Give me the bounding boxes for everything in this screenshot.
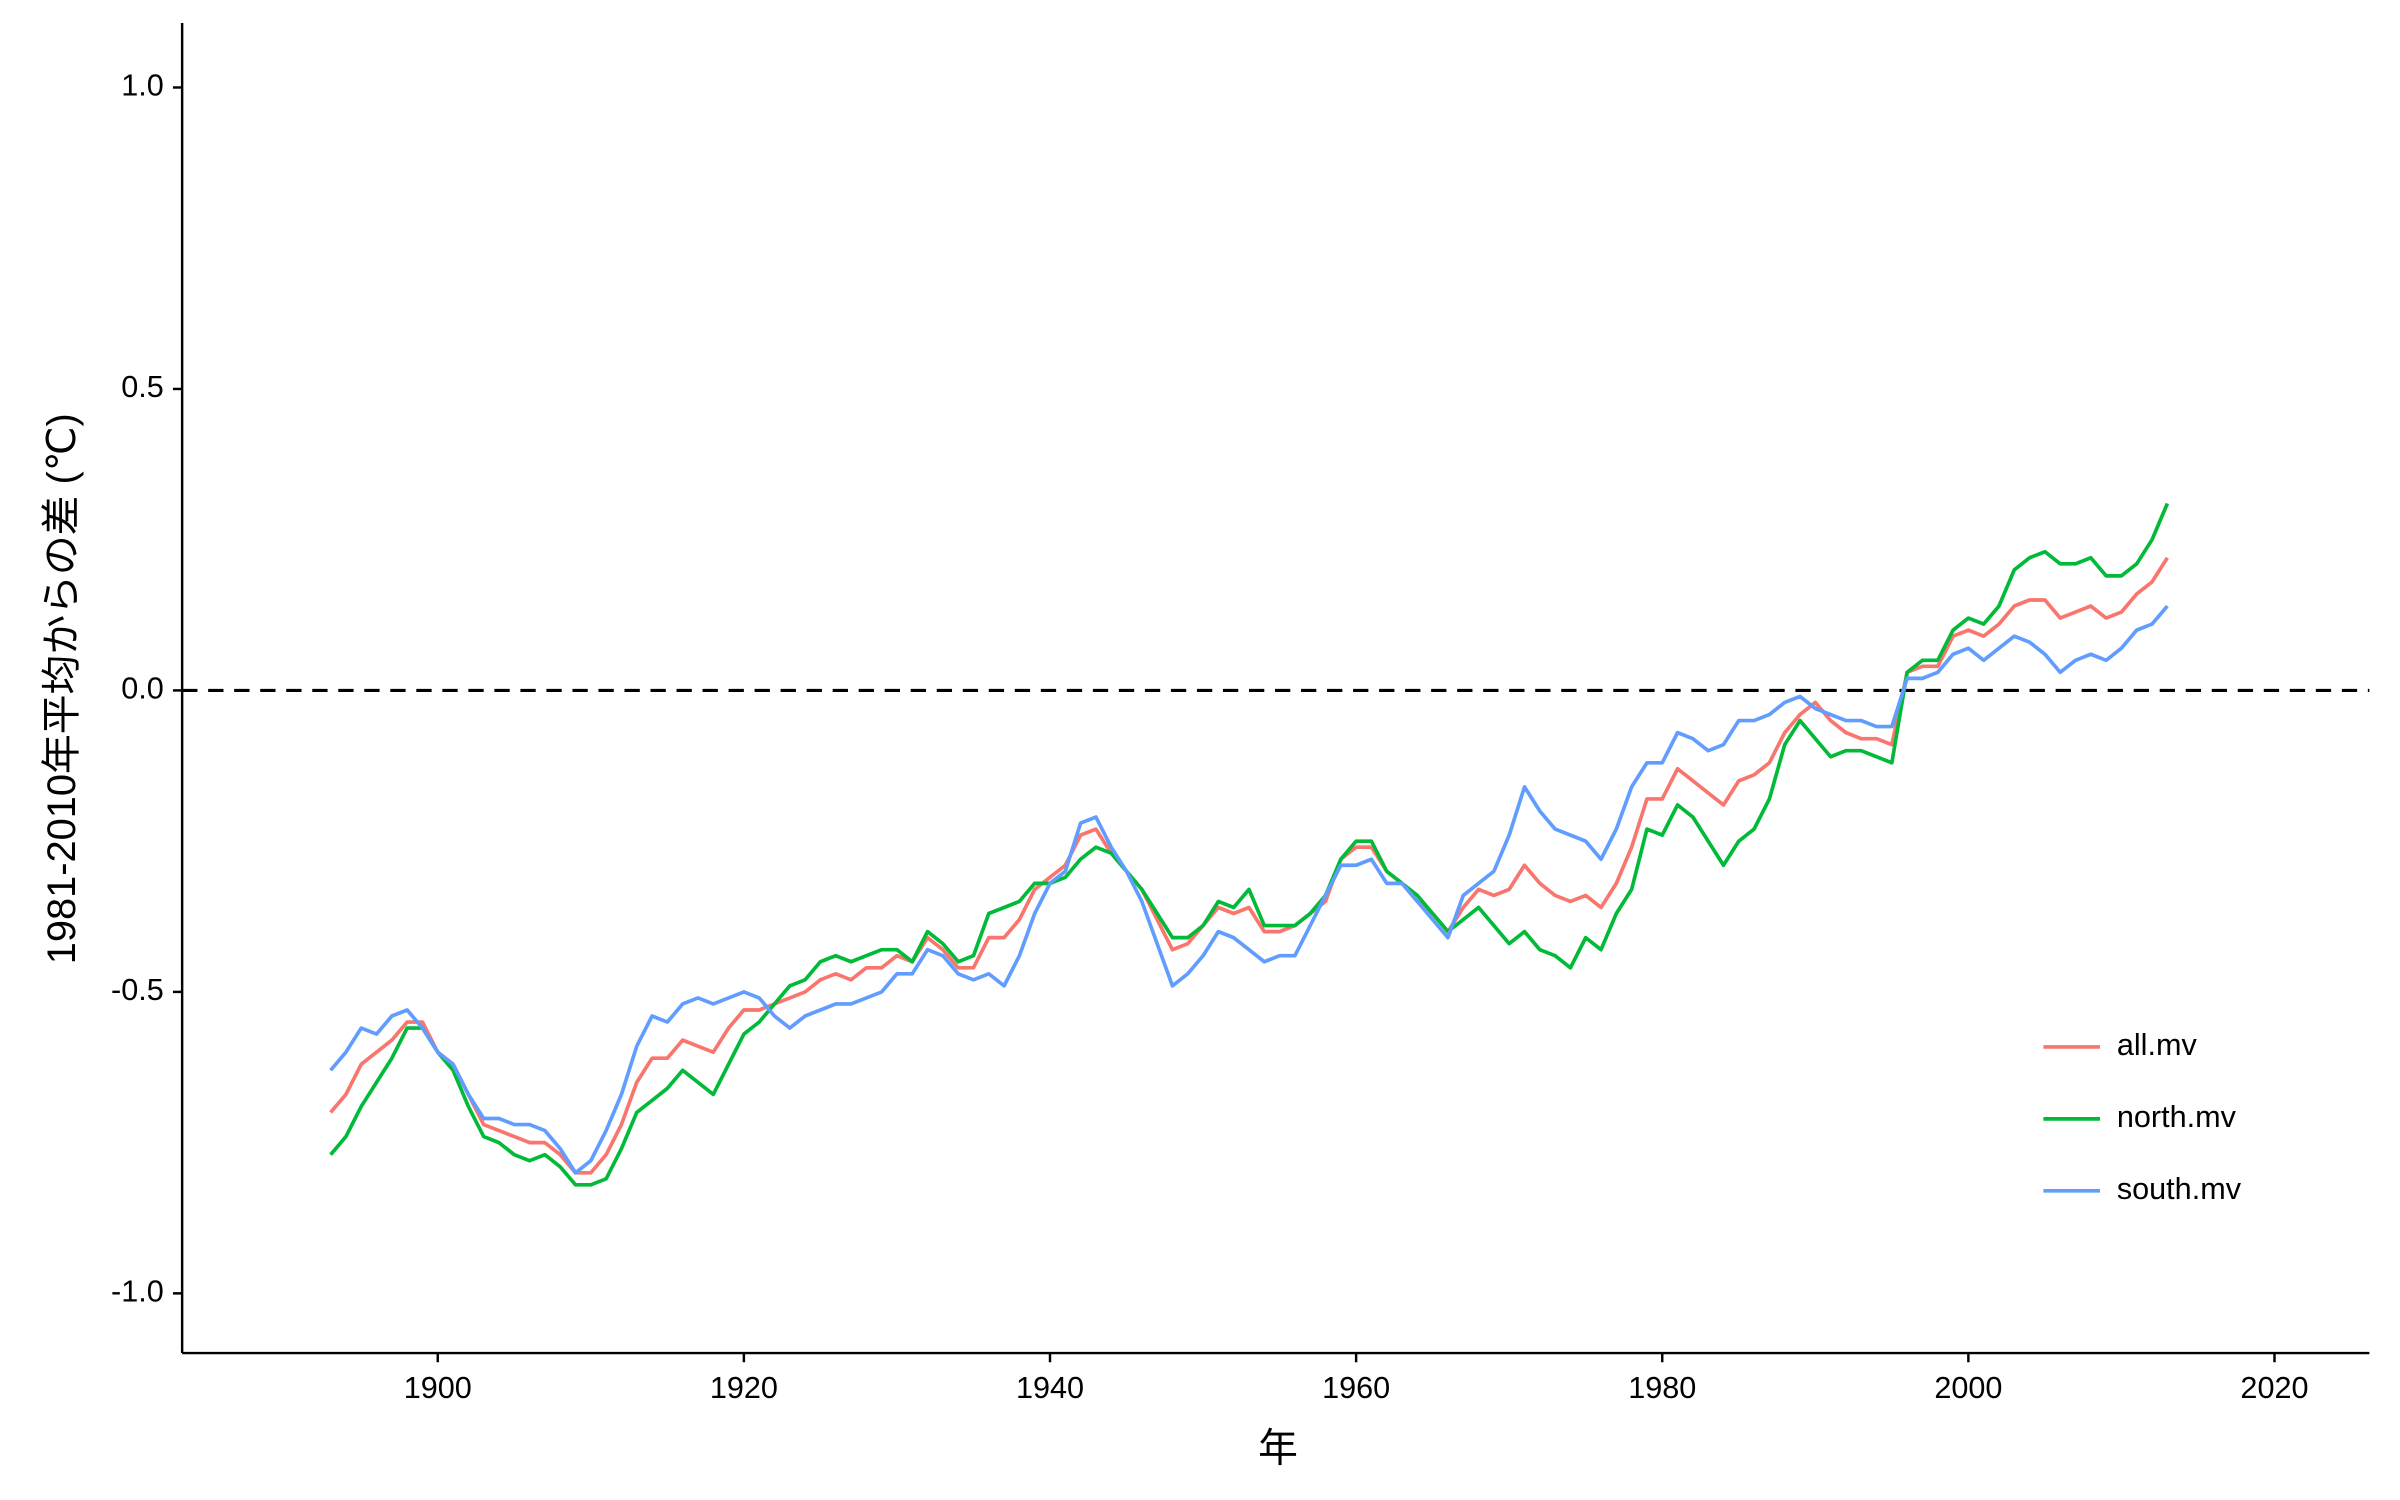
y-tick-label: 1.0 [121,69,164,103]
x-tick-label: 2020 [2240,1371,2308,1405]
y-axis-title: 1981-2010年平均からの差 (℃) [40,413,84,964]
data-line [329,556,2169,1175]
y-tick-label: 0.0 [121,672,164,706]
y-tick-label: -0.5 [111,973,164,1007]
x-axis-title: 年 [1258,1427,1298,1471]
legend-label: south.mv [2117,1172,2242,1206]
data-line [329,502,2170,1187]
x-tick-label: 1920 [710,1371,778,1405]
y-tick-label: 0.5 [121,370,164,404]
y-tick-label: -1.0 [111,1274,164,1308]
x-tick-label: 1900 [404,1371,472,1405]
legend-label: north.mv [2117,1100,2237,1134]
x-tick-label: 1960 [1322,1371,1390,1405]
x-tick-label: 1980 [1628,1371,1696,1405]
x-tick-label: 1940 [1016,1371,1084,1405]
x-tick-label: 2000 [1934,1371,2002,1405]
legend-label: all.mv [2117,1028,2198,1062]
data-line [329,604,2169,1175]
